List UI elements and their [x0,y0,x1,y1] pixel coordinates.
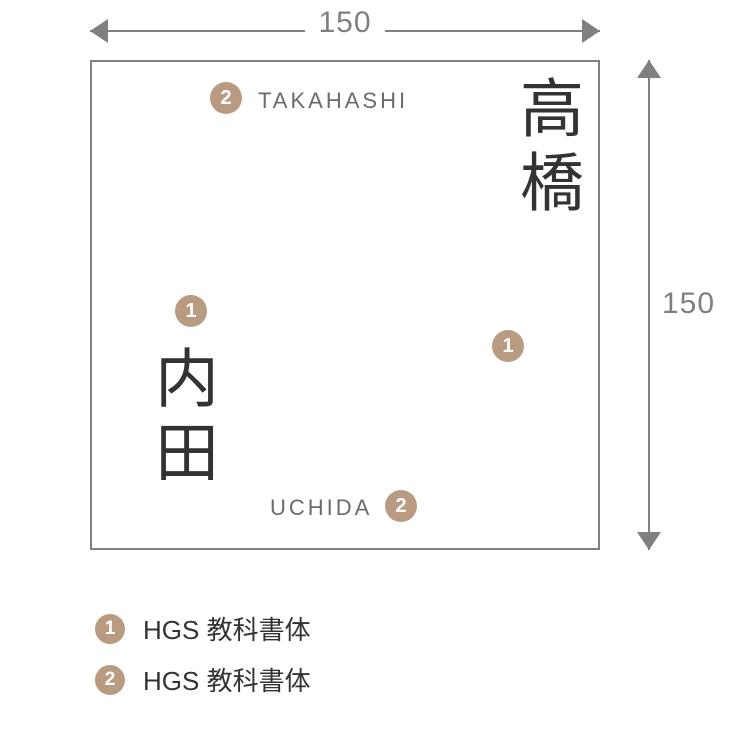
dim-right-arrow-down [637,532,661,550]
legend-badge-1: 1 [95,614,125,644]
takahashi-roman: TAKAHASHI [258,88,408,114]
legend-label-2: HGS 教科書体 [143,661,311,698]
badge-2: 2 [210,82,242,114]
dim-top-label: 150 [305,6,385,40]
legend-badge-2: 2 [95,665,125,695]
uchida-roman: UCHIDA [270,495,372,521]
dim-right-line [648,60,650,550]
dim-right-label: 150 [662,287,715,321]
uchida-kanji: 内田 [135,345,227,493]
badge-1: 1 [175,295,207,327]
badge-1: 1 [492,330,524,362]
dim-right-arrow-up [637,60,661,78]
dim-top-arrow-right [582,19,600,43]
legend-label-1: HGS 教科書体 [143,610,311,647]
legend-row-1: 1 HGS 教科書体 [95,610,311,647]
legend-row-2: 2 HGS 教科書体 [95,661,311,698]
legend: 1 HGS 教科書体 2 HGS 教科書体 [95,610,311,712]
diagram-canvas: 150 150 高橋 TAKAHASHI 内田 UCHIDA 2 1 1 2 1 HGS… [0,0,750,750]
dim-top-arrow-left [90,19,108,43]
takahashi-kanji: 高橋 [500,75,592,223]
badge-2: 2 [385,490,417,522]
